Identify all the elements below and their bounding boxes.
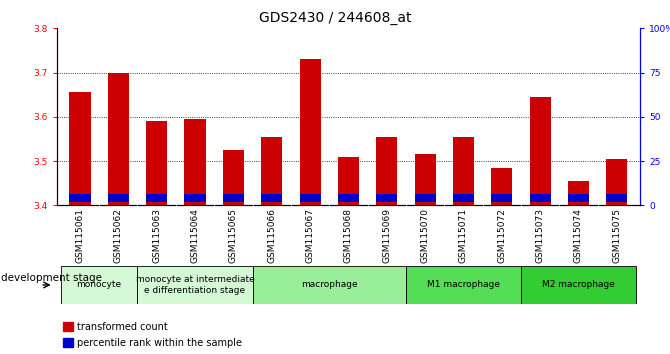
Text: GSM115069: GSM115069 (383, 208, 391, 263)
Bar (406, 266, 521, 304)
Bar (261, 194, 282, 202)
Text: GSM115072: GSM115072 (497, 208, 507, 263)
Text: GSM115070: GSM115070 (421, 208, 429, 263)
Text: GSM115071: GSM115071 (459, 208, 468, 263)
Text: percentile rank within the sample: percentile rank within the sample (77, 338, 243, 348)
Bar (376, 137, 397, 205)
Bar (521, 266, 636, 304)
Bar (108, 194, 129, 202)
Text: GDS2430 / 244608_at: GDS2430 / 244608_at (259, 11, 411, 25)
Text: GSM115064: GSM115064 (190, 208, 200, 263)
Bar (70, 194, 90, 202)
Text: GSM115066: GSM115066 (267, 208, 276, 263)
Bar (223, 194, 244, 202)
Text: GSM115063: GSM115063 (152, 208, 161, 263)
Bar (299, 59, 321, 205)
Bar (415, 154, 436, 205)
Bar (63, 338, 73, 347)
Bar (338, 194, 359, 202)
Text: GSM115065: GSM115065 (229, 208, 238, 263)
Bar (453, 137, 474, 205)
Bar (568, 181, 589, 205)
Bar (146, 194, 168, 202)
Bar (606, 159, 627, 205)
Text: GSM115062: GSM115062 (114, 208, 123, 263)
Text: GSM115074: GSM115074 (574, 208, 583, 263)
Bar (376, 194, 397, 202)
Text: monocyte: monocyte (76, 280, 122, 290)
Bar (338, 156, 359, 205)
Bar (606, 194, 627, 202)
Bar (415, 194, 436, 202)
Bar (568, 194, 589, 202)
Text: GSM115061: GSM115061 (76, 208, 84, 263)
Bar (491, 194, 513, 202)
Bar (61, 266, 137, 304)
Bar (63, 322, 73, 331)
Bar (491, 168, 513, 205)
Bar (253, 266, 406, 304)
Bar (299, 194, 321, 202)
Text: M2 macrophage: M2 macrophage (542, 280, 615, 290)
Bar (261, 137, 282, 205)
Bar (529, 194, 551, 202)
Text: transformed count: transformed count (77, 322, 168, 332)
Bar (70, 92, 90, 205)
Bar (184, 119, 206, 205)
Text: GSM115075: GSM115075 (612, 208, 621, 263)
Bar (453, 194, 474, 202)
Bar (108, 73, 129, 205)
Text: macrophage: macrophage (301, 280, 358, 290)
Text: GSM115067: GSM115067 (306, 208, 314, 263)
Bar (184, 194, 206, 202)
Bar (146, 121, 168, 205)
Text: GSM115073: GSM115073 (535, 208, 545, 263)
Bar (529, 97, 551, 205)
Text: GSM115068: GSM115068 (344, 208, 353, 263)
Text: development stage: development stage (1, 273, 102, 283)
Bar (223, 150, 244, 205)
Text: M1 macrophage: M1 macrophage (427, 280, 500, 290)
Text: monocyte at intermediate
e differentiation stage: monocyte at intermediate e differentiati… (135, 275, 255, 295)
Bar (137, 266, 253, 304)
